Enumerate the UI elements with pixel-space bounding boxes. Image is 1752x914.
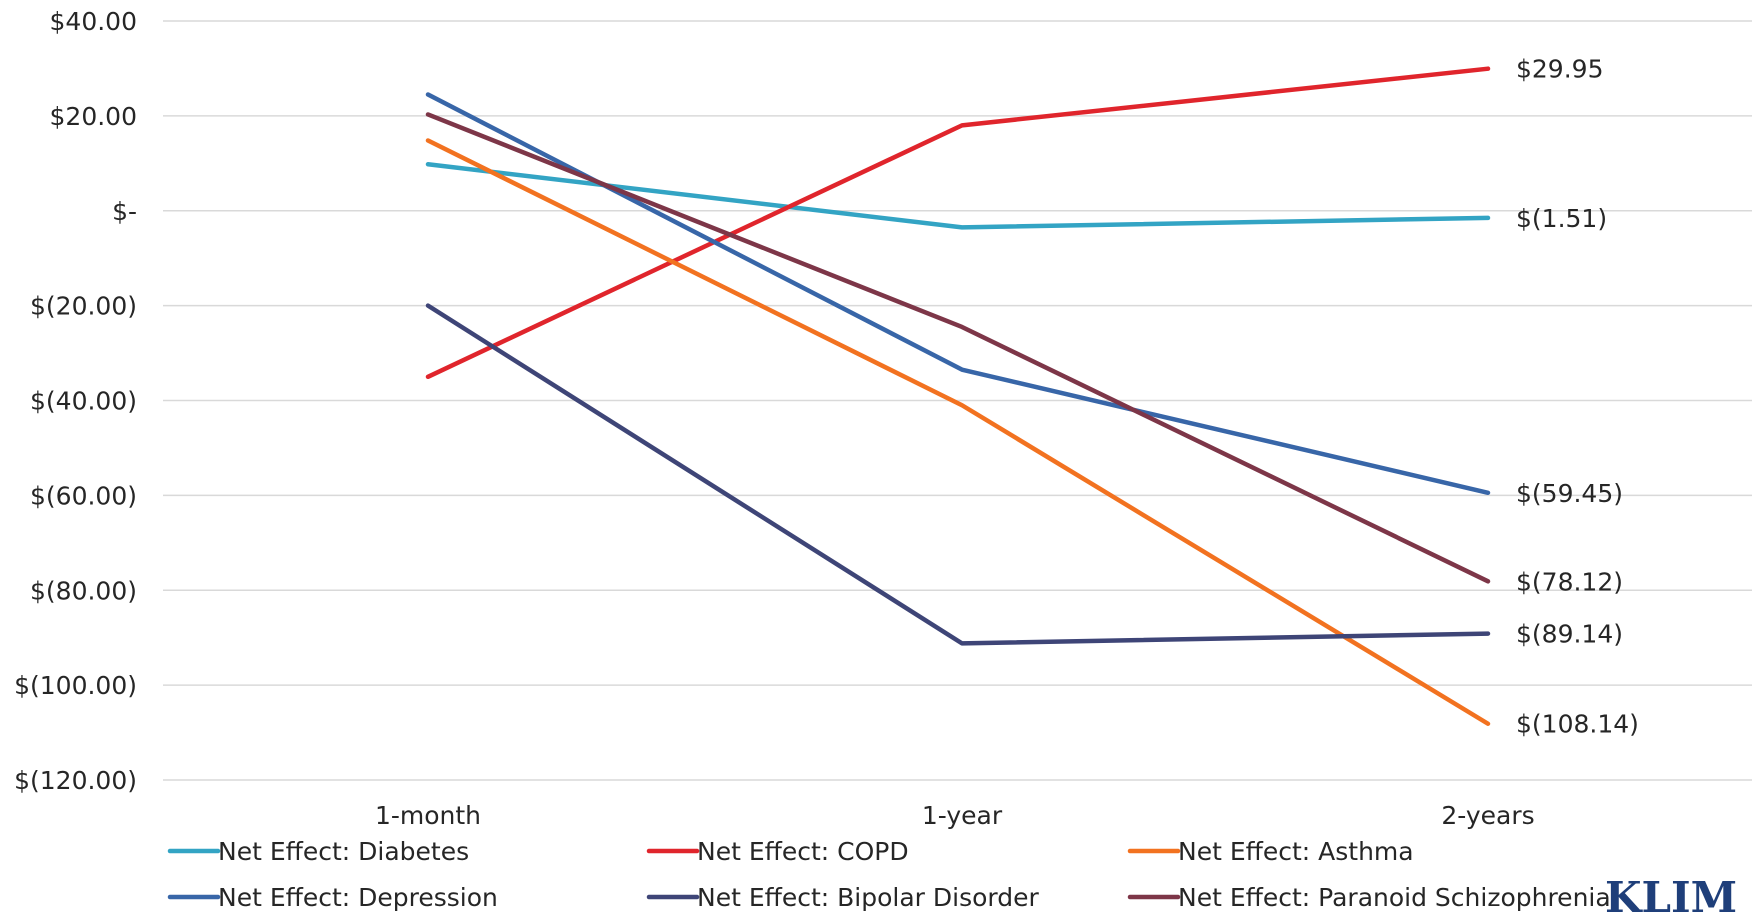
- legend-item: Net Effect: COPD: [646, 837, 909, 866]
- y-tick-label: $(20.00): [30, 292, 137, 321]
- legend-item: Net Effect: Depression: [167, 883, 498, 912]
- y-tick-label: $-: [112, 197, 137, 226]
- y-tick-label: $40.00: [50, 7, 137, 36]
- legend-item: Net Effect: Paranoid Schizophrenia: [1127, 883, 1611, 912]
- y-tick-label: $(100.00): [14, 671, 137, 700]
- legend: Net Effect: Diabetes Net Effect: COPD Net …: [167, 837, 1611, 912]
- legend-item: Net Effect: Asthma: [1127, 837, 1414, 866]
- legend-label: Net Effect: COPD: [697, 837, 909, 866]
- legend-label: Net Effect: Asthma: [1178, 837, 1414, 866]
- legend-label: Net Effect: Paranoid Schizophrenia: [1178, 883, 1611, 912]
- x-axis-tick-labels: 1-month 1-year 2-years: [375, 801, 1535, 830]
- end-value-labels: $(1.51) $29.95 $(108.14) $(59.45) $(89.14) $(…: [1516, 55, 1639, 739]
- end-value-label: $(78.12): [1516, 567, 1623, 596]
- x-tick-label: 2-years: [1441, 801, 1534, 830]
- series-line: [425, 92, 1491, 496]
- legend-item: Net Effect: Diabetes: [167, 837, 469, 866]
- end-value-label: $(59.45): [1516, 479, 1623, 508]
- y-tick-label: $(80.00): [30, 576, 137, 605]
- end-value-label: $(1.51): [1516, 204, 1607, 233]
- legend-label: Net Effect: Bipolar Disorder: [697, 883, 1040, 912]
- series-line: [425, 138, 1491, 726]
- y-tick-label: $(120.00): [14, 766, 137, 795]
- series-line: [425, 112, 1491, 584]
- logo-text: KLIM: [1605, 873, 1737, 914]
- y-tick-label: $(60.00): [30, 481, 137, 510]
- series-lines: [425, 66, 1491, 726]
- y-axis-tick-labels: $40.00 $20.00 $- $(20.00) $(40.00) $(60.00) $(…: [14, 7, 137, 795]
- y-tick-label: $(40.00): [30, 387, 137, 416]
- legend-label: Net Effect: Depression: [218, 883, 498, 912]
- legend-item: Net Effect: Bipolar Disorder: [646, 883, 1040, 912]
- end-value-label: $(108.14): [1516, 710, 1639, 739]
- x-tick-label: 1-year: [922, 801, 1003, 830]
- end-value-label: $(89.14): [1516, 620, 1623, 649]
- gridlines: [163, 20, 1752, 781]
- x-tick-label: 1-month: [375, 801, 481, 830]
- series-line: [425, 66, 1491, 380]
- series-line: [425, 303, 1491, 646]
- end-value-label: $29.95: [1516, 55, 1603, 84]
- y-tick-label: $20.00: [50, 102, 137, 131]
- logo: KLIM: [1605, 873, 1737, 914]
- legend-label: Net Effect: Diabetes: [218, 837, 469, 866]
